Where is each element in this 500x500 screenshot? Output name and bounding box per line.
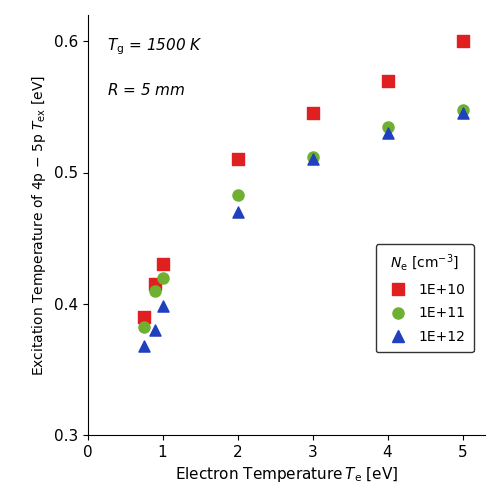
1E+12 <box>151 326 159 334</box>
1E+11 <box>308 153 316 161</box>
1E+11 <box>234 191 241 199</box>
1E+12 <box>308 156 316 164</box>
1E+10 <box>308 110 316 118</box>
1E+12 <box>158 302 166 310</box>
1E+10 <box>384 76 392 84</box>
X-axis label: Electron Temperature$\,\mathit{T}_\mathrm{e}$ [eV]: Electron Temperature$\,\mathit{T}_\mathr… <box>174 466 398 484</box>
1E+12 <box>458 110 466 118</box>
1E+10 <box>151 280 159 288</box>
1E+10 <box>234 156 241 164</box>
Legend: 1E+10, 1E+11, 1E+12: 1E+10, 1E+11, 1E+12 <box>376 244 474 352</box>
1E+10 <box>158 260 166 268</box>
Text: $\mathit{T}_\mathrm{g}$ = 1500 K: $\mathit{T}_\mathrm{g}$ = 1500 K <box>108 36 203 56</box>
1E+11 <box>140 324 148 332</box>
1E+10 <box>458 38 466 46</box>
1E+11 <box>151 286 159 294</box>
Text: $\mathit{R}$ = 5 mm: $\mathit{R}$ = 5 mm <box>108 82 186 98</box>
1E+11 <box>384 122 392 130</box>
1E+10 <box>140 313 148 321</box>
1E+12 <box>140 342 148 350</box>
1E+12 <box>384 129 392 137</box>
1E+11 <box>458 106 466 114</box>
1E+12 <box>234 208 241 216</box>
Y-axis label: Excitation Temperature of 4p $-$ 5p $\mathit{T}_\mathrm{ex}$ [eV]: Excitation Temperature of 4p $-$ 5p $\ma… <box>30 74 48 376</box>
1E+11 <box>158 274 166 281</box>
